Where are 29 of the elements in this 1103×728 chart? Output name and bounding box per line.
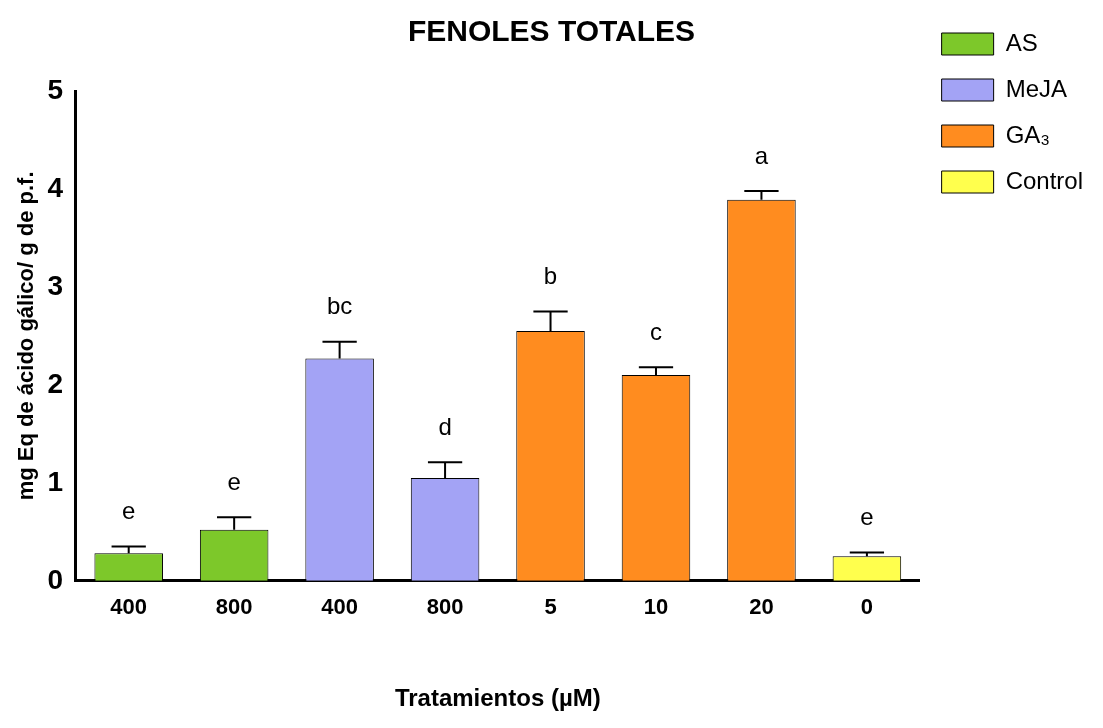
x-tick-label: 5 [544, 594, 557, 620]
y-axis-title: mg Eq de ácido gálico/ g de p.f. [13, 171, 39, 501]
data-label: e [860, 503, 874, 531]
x-tick-label: 400 [321, 594, 358, 620]
legend-label: GA₃ [1005, 120, 1051, 148]
y-tick-label: 2 [47, 367, 63, 399]
x-axis-title: Tratamientos (µM) [394, 684, 601, 712]
x-tick-label: 400 [110, 594, 148, 620]
y-tick-label: 0 [47, 563, 63, 595]
data-label: e [227, 467, 241, 495]
legend-label: MeJA [1005, 74, 1067, 102]
data-label: bc [326, 292, 353, 320]
data-label: e [122, 497, 136, 525]
y-tick-label: 4 [47, 171, 64, 203]
x-tick-label: 800 [215, 594, 253, 620]
y-tick-label: 5 [47, 73, 63, 105]
legend-label: AS [1005, 28, 1038, 56]
data-label: b [543, 262, 558, 290]
x-tick-label: 20 [749, 594, 774, 620]
x-tick-label: 10 [643, 594, 669, 620]
data-label: d [438, 412, 452, 440]
y-tick-label: 3 [47, 269, 63, 301]
x-tick-label: 800 [426, 594, 464, 620]
y-tick-label: 1 [47, 465, 63, 497]
chart-title: FENOLES TOTALES [407, 14, 696, 48]
x-tick-label: 0 [860, 594, 874, 620]
data-label: c [649, 317, 662, 345]
legend-label: Control [1005, 166, 1084, 194]
data-label: a [754, 141, 769, 169]
